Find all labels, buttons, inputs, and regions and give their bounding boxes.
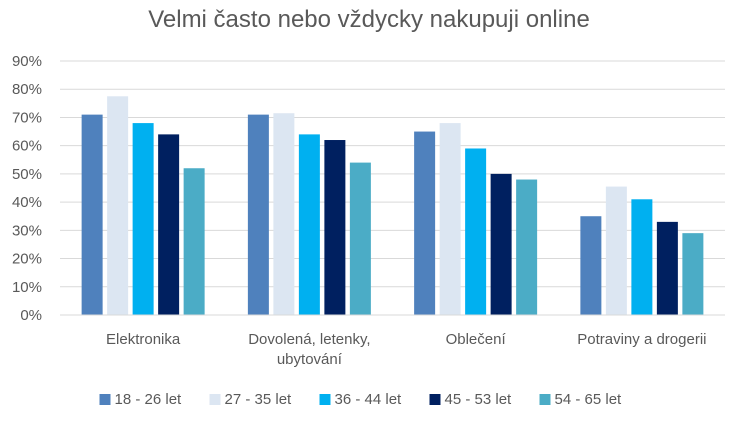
bar [580,216,602,315]
bar [107,96,129,316]
legend-swatch [539,394,551,405]
y-tick-label: 0% [20,307,42,324]
bar [605,186,627,315]
legend-label: 54 - 65 let [555,391,623,408]
category-label: Dovolená, letenky, [248,331,370,348]
bar [490,173,512,315]
category-labels: Elektronika Dovolená, letenky, ubytování Ob… [106,331,706,368]
y-tick-label: 90% [12,53,42,70]
bar [247,114,269,315]
bar [158,134,180,315]
bar [414,131,436,315]
y-tick-label: 30% [12,222,42,239]
bars [81,96,704,316]
bar [349,162,371,315]
category-label: Oblečení [446,331,507,348]
bar [516,179,538,315]
y-tick-label: 80% [12,81,42,98]
bar [324,140,346,315]
category-label: Potraviny a drogerii [577,331,706,348]
bar [273,113,295,315]
bar [682,233,704,315]
bar [656,221,678,315]
bar [439,123,461,315]
bar [81,114,103,315]
y-tick-label: 20% [12,251,42,268]
y-tick-label: 10% [12,279,42,296]
legend-swatch [319,394,331,405]
y-tick-label: 50% [12,166,42,183]
legend-swatch [429,394,441,405]
y-axis-ticks: 0% 10% 20% 30% 40% 50% 60% 70% 80% 90% [12,53,42,324]
legend-swatch [209,394,221,405]
bar [631,199,653,315]
y-tick-label: 40% [12,194,42,211]
category-label: Elektronika [106,331,181,348]
legend-swatch [99,394,111,405]
y-tick-label: 70% [12,109,42,126]
bar [183,168,205,315]
legend: 18 - 26 let 27 - 35 let 36 - 44 let 45 - 53… [99,391,623,408]
bar [465,148,487,315]
legend-label: 36 - 44 let [335,391,403,408]
legend-label: 45 - 53 let [445,391,513,408]
legend-label: 27 - 35 let [225,391,293,408]
category-label: ubytování [277,351,343,368]
bar [132,123,154,315]
bar [298,134,320,315]
chart-title: Velmi často nebo vždycky nakupuji online [148,6,590,33]
legend-label: 18 - 26 let [115,391,183,408]
y-tick-label: 60% [12,138,42,155]
